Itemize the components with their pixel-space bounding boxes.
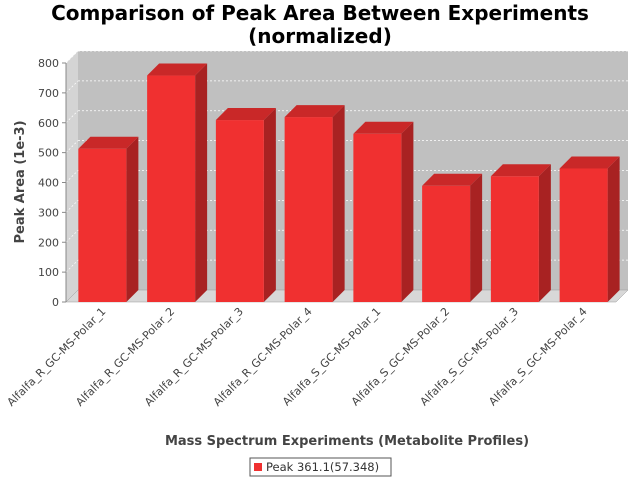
bar (215, 108, 276, 302)
legend-entry: Peak 361.1(57.348) (266, 460, 379, 474)
bar (147, 63, 208, 302)
grid-line-side (65, 110, 79, 123)
bar-side (195, 63, 208, 302)
bar-side (332, 105, 345, 302)
bar-face (353, 133, 402, 302)
y-tick-label: 600 (38, 117, 59, 130)
bar-face (78, 148, 127, 302)
bar-top (215, 108, 276, 121)
bars (78, 63, 620, 303)
chart-title: Comparison of Peak Area Between Experime… (51, 1, 589, 48)
grid-line-side (65, 50, 79, 64)
grid-line-side (65, 80, 79, 94)
bar (490, 164, 551, 302)
bar-top (422, 173, 483, 186)
legend: Peak 361.1(57.348) (249, 457, 392, 477)
bar (353, 121, 414, 303)
bar-top (284, 105, 345, 118)
bar (284, 105, 345, 302)
x-axis: Alfalfa_R_GC-MS-Polar_1Alfalfa_R_GC-MS-P… (5, 305, 590, 409)
y-tick-label: 100 (38, 266, 59, 279)
legend-box (249, 457, 392, 477)
bar-top (490, 164, 551, 177)
grid-line-side (65, 140, 79, 153)
y-tick-label: 200 (38, 236, 59, 249)
y-tick-label: 500 (38, 147, 59, 160)
y-tick-label: 0 (52, 296, 59, 309)
grid-line-side (65, 200, 79, 213)
grid-line-side (65, 170, 79, 183)
bar-top (78, 136, 139, 149)
bar-top (353, 121, 414, 134)
bar-side (263, 108, 276, 302)
bar-side (401, 121, 414, 303)
bar-top (147, 63, 208, 76)
bar-side (607, 156, 620, 302)
bar-face (422, 185, 471, 302)
bar (559, 156, 620, 302)
y-axis-label: Peak Area (1e-3) (13, 120, 28, 243)
bar-side (470, 173, 483, 302)
y-tick-label: 800 (38, 57, 59, 70)
bar-side (538, 164, 551, 302)
bar (78, 136, 139, 302)
grid-line-side (65, 259, 79, 273)
grid-lines (65, 50, 628, 273)
legend-swatch (254, 463, 262, 471)
y-axis: 0 100 200 300 400 500 600 700 800 (38, 57, 67, 309)
y-tick-label: 300 (38, 206, 59, 219)
grid-line-side (65, 230, 79, 243)
bar-face (490, 176, 539, 302)
y-tick-label: 400 (38, 177, 59, 190)
bar-top (559, 156, 620, 169)
bar-face (284, 117, 333, 302)
bar (422, 173, 483, 302)
bar-side (126, 136, 139, 302)
bar-face (559, 168, 608, 302)
bar-face (147, 75, 196, 302)
bar-face (215, 120, 264, 302)
y-tick-label: 700 (38, 87, 59, 100)
x-axis-label: Mass Spectrum Experiments (Metabolite Pr… (165, 434, 529, 449)
